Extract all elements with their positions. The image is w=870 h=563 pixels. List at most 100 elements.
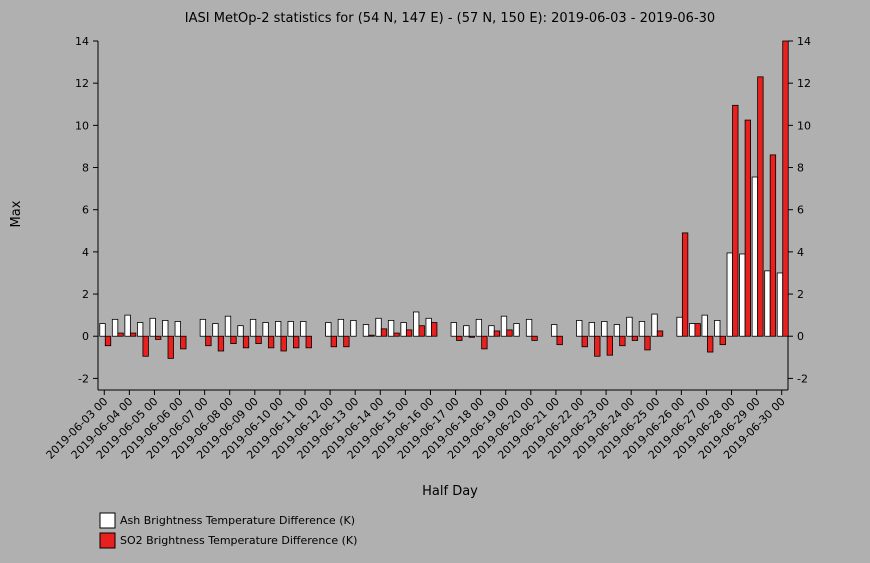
bar	[199, 318, 207, 337]
bar	[293, 335, 300, 349]
bar	[275, 321, 282, 337]
y-tick-label: 10	[75, 119, 89, 132]
bar	[180, 335, 187, 350]
bar	[393, 332, 400, 337]
bar	[137, 322, 144, 337]
bar	[701, 314, 708, 337]
bar	[556, 335, 563, 346]
bar	[255, 335, 262, 345]
bar	[551, 324, 558, 337]
bar	[405, 329, 413, 337]
bar	[387, 320, 395, 337]
bar	[525, 318, 533, 337]
bar	[167, 335, 174, 359]
bar	[280, 335, 287, 352]
bar	[689, 323, 696, 337]
bar	[418, 325, 425, 337]
bar	[468, 335, 475, 338]
chart-title: IASI MetOp-2 statistics for (54 N, 147 E…	[185, 11, 715, 26]
bar	[463, 325, 470, 337]
y-tick-label: 2	[82, 288, 89, 301]
bar	[744, 119, 751, 337]
bar	[330, 335, 337, 348]
bar	[732, 104, 739, 337]
bar	[619, 335, 626, 347]
bar	[594, 335, 601, 357]
bar	[638, 321, 646, 337]
bar	[343, 335, 350, 348]
bar	[224, 315, 232, 337]
bar	[237, 325, 244, 337]
bar	[325, 322, 332, 337]
bar	[350, 320, 357, 337]
bar	[456, 335, 463, 341]
bar	[262, 322, 269, 337]
y-tick-label: 6	[82, 204, 89, 217]
bar	[488, 325, 495, 337]
y2-tick-label: 8	[797, 162, 804, 175]
bar	[413, 311, 420, 337]
bar	[631, 335, 639, 341]
bar	[769, 154, 777, 337]
bar	[506, 329, 513, 337]
bar	[300, 321, 307, 337]
bar	[380, 328, 388, 337]
x-axis-label: Half Day	[422, 484, 478, 499]
bar	[174, 321, 181, 337]
bar	[155, 335, 162, 340]
y-tick-label: 0	[82, 330, 89, 343]
bar	[267, 335, 275, 349]
bar	[656, 330, 664, 337]
legend-swatch	[99, 512, 116, 529]
bar	[601, 321, 608, 337]
bar	[694, 323, 701, 337]
bar	[764, 270, 771, 337]
bar	[613, 324, 621, 337]
bar	[651, 313, 658, 337]
bar	[242, 335, 250, 349]
bar	[531, 335, 538, 341]
y2-tick-label: 10	[797, 119, 811, 132]
y-axis-label: Max	[9, 200, 24, 227]
bar	[681, 232, 689, 337]
bar	[230, 335, 237, 345]
y2-tick-label: 4	[797, 246, 804, 259]
bar	[500, 315, 508, 337]
bar	[751, 176, 759, 337]
bar	[513, 323, 520, 337]
bar	[217, 335, 225, 352]
bar	[450, 322, 457, 337]
bar	[212, 323, 219, 337]
bar	[249, 318, 257, 337]
y2-tick-label: 2	[797, 288, 804, 301]
legend-label: Ash Brightness Temperature Difference (K…	[120, 514, 355, 527]
bar	[124, 314, 131, 337]
y-tick-label: -2	[78, 372, 89, 385]
y2-tick-label: 6	[797, 204, 804, 217]
bar	[368, 334, 375, 337]
bar	[576, 320, 583, 337]
bar	[104, 335, 112, 347]
bar	[287, 321, 294, 337]
bar	[782, 40, 789, 337]
bar	[626, 316, 633, 337]
bar	[588, 322, 595, 337]
y-tick-label: 8	[82, 162, 89, 175]
bar	[362, 324, 370, 337]
y2-tick-label: 14	[797, 35, 811, 48]
bar	[707, 335, 714, 353]
bar	[644, 335, 651, 351]
bar	[129, 332, 137, 337]
legend-label: SO2 Brightness Temperature Difference (K…	[120, 534, 357, 547]
bar	[205, 335, 212, 347]
bar	[425, 317, 432, 337]
y2-tick-label: 12	[797, 77, 811, 90]
y-tick-label: 4	[82, 246, 89, 259]
bar	[475, 318, 483, 337]
bar	[99, 323, 106, 337]
bar	[162, 320, 169, 337]
bar	[581, 335, 588, 348]
bar	[481, 335, 488, 350]
bar	[676, 316, 683, 337]
